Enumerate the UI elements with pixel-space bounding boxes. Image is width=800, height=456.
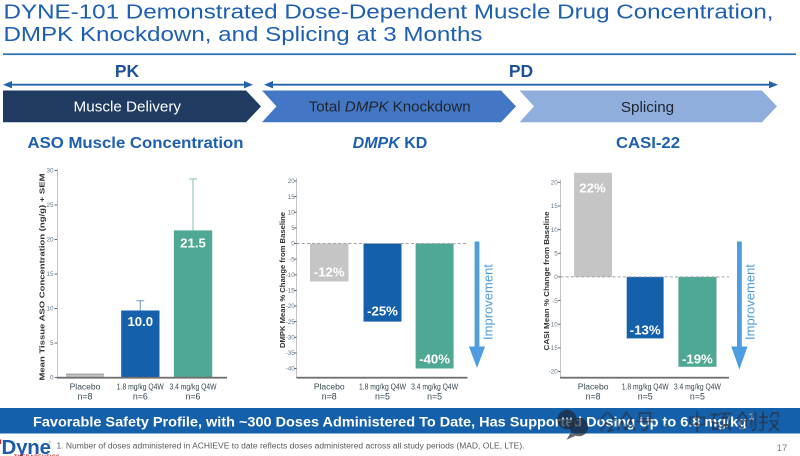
svg-text:1. Number of doses administere: 1. Number of doses administered in ACHIE… [57,442,525,451]
svg-text:n=6: n=6 [133,392,148,402]
svg-text:Placebo: Placebo [314,381,345,391]
svg-text:Dyne: Dyne [2,436,51,456]
svg-text:-20: -20 [549,369,559,376]
svg-text:-10: -10 [549,321,559,328]
svg-text:15: 15 [288,194,296,201]
svg-text:1.8 mg/kg Q4W: 1.8 mg/kg Q4W [359,381,406,391]
svg-text:PD: PD [509,61,533,81]
svg-text:n=5: n=5 [427,392,442,402]
svg-text:n=6: n=6 [186,392,201,402]
svg-text:0: 0 [291,241,295,248]
svg-text:Improvement: Improvement [481,264,496,340]
svg-text:0: 0 [554,274,558,281]
svg-text:-12%: -12% [314,265,345,280]
svg-text:0: 0 [50,375,54,382]
svg-text:-30: -30 [286,335,296,342]
svg-text:-5: -5 [289,256,295,263]
svg-text:-10: -10 [286,272,296,279]
svg-text:n=5: n=5 [375,392,390,402]
svg-text:25: 25 [46,202,54,209]
svg-text:-15: -15 [549,345,559,352]
svg-text:20: 20 [288,178,296,185]
svg-text:20: 20 [551,180,559,187]
svg-text:n=5: n=5 [690,392,705,402]
svg-text:n=8: n=8 [586,392,601,402]
svg-text:3.4 mg/kg Q4W: 3.4 mg/kg Q4W [411,381,458,391]
svg-text:THERAPEUTICS: THERAPEUTICS [14,455,60,456]
svg-text:Placebo: Placebo [70,381,101,391]
svg-text:-35: -35 [286,350,296,357]
svg-text:-40%: -40% [419,352,450,367]
svg-text:Muscle Delivery: Muscle Delivery [74,99,182,116]
svg-text:Improvement: Improvement [743,264,758,340]
svg-text:PK: PK [115,61,140,81]
svg-text:-13%: -13% [630,323,661,338]
svg-text:1.8 mg/kg Q4W: 1.8 mg/kg Q4W [622,381,669,391]
svg-text:Splicing: Splicing [621,99,674,116]
svg-text:DMPK Mean % Change from Baseli: DMPK Mean % Change from Baseline [278,212,287,348]
svg-text:3.4 mg/kg Q4W: 3.4 mg/kg Q4W [674,381,721,391]
svg-text:-5: -5 [552,298,558,305]
svg-text:1.8 mg/kg Q4W: 1.8 mg/kg Q4W [117,381,164,391]
svg-text:22%: 22% [579,180,606,195]
svg-text:10: 10 [46,306,54,313]
svg-text:-20: -20 [286,303,296,310]
svg-text:CASI-22: CASI-22 [616,135,680,152]
svg-text:-19%: -19% [682,352,713,367]
svg-text:Mean Tissue ASO Concentration: Mean Tissue ASO Concentration (ng/g) + S… [38,174,47,381]
svg-text:-40: -40 [286,366,296,373]
svg-text:20: 20 [46,237,54,244]
svg-text:DYNE-101 Demonstrated Dose-Dep: DYNE-101 Demonstrated Dose-Dependent Mus… [4,1,774,24]
svg-text:Placebo: Placebo [578,381,609,391]
svg-text:Total DMPK Knockdown: Total DMPK Knockdown [309,99,471,116]
svg-text:-25: -25 [286,319,296,326]
svg-text:21.5: 21.5 [180,236,206,251]
svg-text:10: 10 [551,227,559,234]
svg-text:30: 30 [46,168,54,175]
svg-text:15: 15 [551,203,559,210]
svg-text:-15: -15 [286,288,296,295]
svg-text:-25%: -25% [367,304,398,319]
svg-text:5: 5 [291,225,295,232]
svg-text:n=5: n=5 [638,392,653,402]
svg-text:10: 10 [288,210,296,217]
svg-text:10.0: 10.0 [127,314,153,329]
svg-text:DMPK Knockdown, and Splicing a: DMPK Knockdown, and Splicing at 3 Months [4,23,483,46]
svg-text:DMPK KD: DMPK KD [353,135,428,152]
svg-text:n=8: n=8 [78,392,93,402]
svg-text:n=8: n=8 [322,392,337,402]
svg-text:5: 5 [50,340,54,347]
svg-text:17: 17 [777,443,788,454]
svg-text:5: 5 [554,251,558,258]
svg-text:®: ® [48,439,52,445]
svg-text:CASI Mean % Change from Baseli: CASI Mean % Change from Baseline [542,212,551,351]
svg-text:3.4 mg/kg Q4W: 3.4 mg/kg Q4W [170,381,217,391]
svg-text:ASO Muscle Concentration: ASO Muscle Concentration [28,135,244,152]
svg-text:15: 15 [46,271,54,278]
